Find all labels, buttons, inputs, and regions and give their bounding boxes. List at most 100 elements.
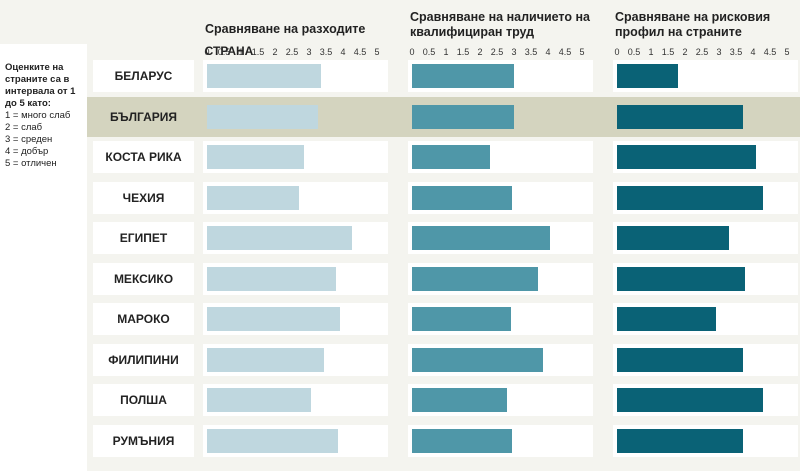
- bar-3: [617, 307, 716, 331]
- chart-row: МАРОКО: [87, 299, 800, 339]
- tick-label: 0.5: [217, 47, 231, 57]
- tick-row-3: 0 0.5 1 1.5 2 2.5 3 3.5 4 4.5 5: [87, 47, 800, 63]
- legend-scale-5: 5 = отличен: [5, 158, 57, 169]
- country-label: ЕГИПЕТ: [93, 222, 194, 254]
- bar-3: [617, 428, 743, 453]
- country-label: ФИЛИПИНИ: [93, 343, 194, 376]
- legend-scale-2: 2 = слаб: [5, 122, 43, 133]
- tick-label: 2: [682, 47, 688, 57]
- tick-label: 0.5: [627, 47, 641, 57]
- tick-label: 5: [579, 47, 585, 57]
- tick-label: 2.5: [695, 47, 709, 57]
- bar-3: [617, 104, 743, 129]
- chart-row: БЕЛАРУС: [87, 56, 800, 96]
- chart-row: ЧЕХИЯ: [87, 178, 800, 218]
- bar-2: [412, 145, 491, 169]
- country-label: ПОЛША: [93, 384, 194, 416]
- tick-label: 1: [648, 47, 654, 57]
- bar-3: [617, 226, 730, 250]
- tick-label: 2.5: [490, 47, 504, 57]
- legend: Оценките на страните са в интервала от 1…: [5, 62, 87, 170]
- tick-label: 4.5: [763, 47, 777, 57]
- country-label: БЪЛГАРИЯ: [93, 100, 194, 133]
- tick-label: 1: [443, 47, 449, 57]
- country-column-header: СТРАНА: [204, 44, 254, 58]
- tick-label: 4.5: [353, 47, 367, 57]
- bar-1: [207, 266, 337, 291]
- bar-3: [617, 266, 745, 291]
- tick-label: 2: [477, 47, 483, 57]
- tick-label: 1.5: [456, 47, 470, 57]
- country-label: ЧЕХИЯ: [93, 181, 194, 214]
- tick-label: 5: [784, 47, 790, 57]
- tick-label: 3: [716, 47, 722, 57]
- bar-2: [412, 388, 508, 412]
- chart-row: ФИЛИПИНИ: [87, 340, 800, 380]
- bar-1: [207, 64, 321, 88]
- tick-label: 5: [374, 47, 380, 57]
- country-label: КОСТА РИКА: [93, 141, 194, 173]
- tick-label: 3.5: [319, 47, 333, 57]
- chart-row: БЪЛГАРИЯ: [87, 96, 800, 137]
- tick-label: 4: [340, 47, 346, 57]
- tick-row-2: 0 0.5 1 1.5 2 2.5 3 3.5 4 4.5 5: [87, 47, 800, 63]
- bar-2: [412, 104, 514, 129]
- legend-heading: Оценките на страните са в интервала от 1…: [5, 62, 76, 109]
- tick-label: 3: [306, 47, 312, 57]
- tick-label: 1: [238, 47, 244, 57]
- bar-1: [207, 388, 311, 412]
- tick-label: 0: [204, 47, 210, 57]
- chart-row: МЕКСИКО: [87, 259, 800, 299]
- bar-1: [207, 226, 352, 250]
- bar-3: [617, 388, 764, 412]
- tick-label: 0: [409, 47, 415, 57]
- country-label: МЕКСИКО: [93, 262, 194, 295]
- tick-label: 2: [272, 47, 278, 57]
- chart-row: ЕГИПЕТ: [87, 218, 800, 258]
- country-label: РУМЪНИЯ: [93, 424, 194, 457]
- chart-row: ПОЛША: [87, 380, 800, 420]
- tick-label: 3: [511, 47, 517, 57]
- chart-title-labor: Сравняване на наличието на квалифициран …: [410, 10, 590, 39]
- legend-scale-1: 1 = много слаб: [5, 110, 71, 121]
- tick-row-1: 0 0.5 1 1.5 2 2.5 3 3.5 4 4.5 5: [87, 47, 800, 63]
- bar-2: [412, 266, 538, 291]
- tick-label: 3.5: [729, 47, 743, 57]
- tick-label: 3.5: [524, 47, 538, 57]
- tick-label: 1.5: [661, 47, 675, 57]
- bar-3: [617, 64, 679, 88]
- side-panel: Оценките на страните са в интервала от 1…: [0, 0, 88, 471]
- country-label: МАРОКО: [93, 303, 194, 335]
- legend-scale-4: 4 = добър: [5, 146, 49, 157]
- tick-label: 4: [750, 47, 756, 57]
- country-label: БЕЛАРУС: [93, 60, 194, 92]
- bar-1: [207, 145, 304, 169]
- tick-label: 0.5: [422, 47, 436, 57]
- bar-3: [617, 347, 743, 372]
- tick-label: 4: [545, 47, 551, 57]
- bar-3: [617, 145, 757, 169]
- side-panel-header: [0, 0, 87, 44]
- bar-2: [412, 428, 513, 453]
- bar-3: [617, 185, 764, 210]
- bar-1: [207, 347, 325, 372]
- bar-2: [412, 307, 511, 331]
- tick-label: 4.5: [558, 47, 572, 57]
- chart-title-costs: Сравняване на разходите: [205, 22, 366, 36]
- legend-scale-3: 3 = среден: [5, 134, 53, 145]
- bar-2: [412, 64, 514, 88]
- chart-row: РУМЪНИЯ: [87, 421, 800, 461]
- bar-1: [207, 185, 299, 210]
- bar-1: [207, 307, 340, 331]
- bar-2: [412, 226, 550, 250]
- tick-label: 0: [614, 47, 620, 57]
- bar-1: [207, 428, 338, 453]
- chart-area: Сравняване на разходите Сравняване на на…: [87, 0, 800, 471]
- tick-label: 1.5: [251, 47, 265, 57]
- bar-1: [207, 104, 318, 129]
- bar-2: [412, 347, 543, 372]
- tick-label: 2.5: [285, 47, 299, 57]
- chart-row: КОСТА РИКА: [87, 137, 800, 177]
- bar-2: [412, 185, 513, 210]
- chart-title-risk: Сравняване на рисковия профил на странит…: [615, 10, 771, 39]
